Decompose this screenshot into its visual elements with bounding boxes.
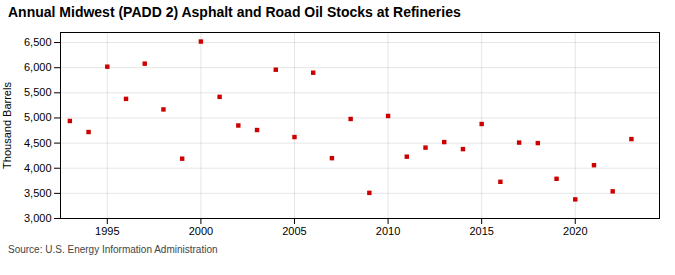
- svg-text:2015: 2015: [469, 225, 493, 237]
- svg-text:Thousand Barrels: Thousand Barrels: [1, 82, 13, 169]
- svg-text:3,500: 3,500: [24, 187, 52, 199]
- svg-text:4,000: 4,000: [24, 162, 52, 174]
- svg-text:2010: 2010: [376, 225, 400, 237]
- svg-text:2020: 2020: [563, 225, 587, 237]
- svg-text:2000: 2000: [189, 225, 213, 237]
- svg-text:4,500: 4,500: [24, 137, 52, 149]
- svg-text:3,000: 3,000: [24, 212, 52, 224]
- svg-text:1995: 1995: [95, 225, 119, 237]
- html-text:Annual Midwest (PADD 2) Asphal: Annual Midwest (PADD 2) Asphalt and Road…: [8, 4, 461, 20]
- html-text:Source: U.S. Energy Informatio: Source: U.S. Energy Information Administ…: [8, 244, 218, 255]
- svg-text:2005: 2005: [282, 225, 306, 237]
- svg-text:5,500: 5,500: [24, 86, 52, 98]
- svg-text:6,500: 6,500: [24, 36, 52, 48]
- svg-text:6,000: 6,000: [24, 61, 52, 73]
- svg-text:5,000: 5,000: [24, 111, 52, 123]
